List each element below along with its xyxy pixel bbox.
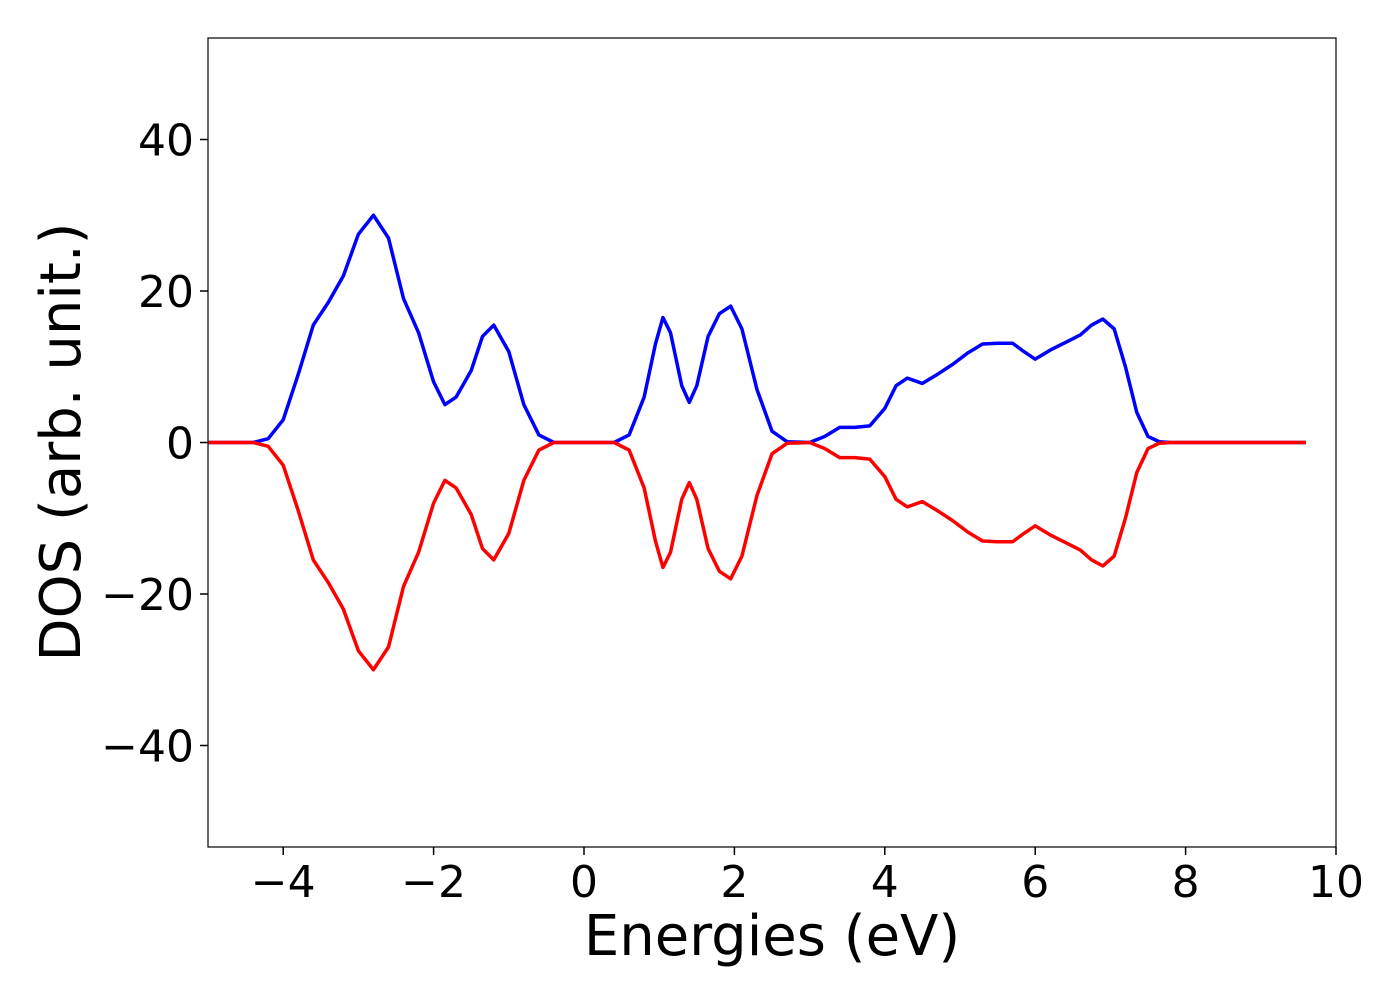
x-tick-label: −2 xyxy=(401,857,466,908)
y-tick-label: −40 xyxy=(101,721,194,772)
y-tick-label: 20 xyxy=(138,267,194,318)
x-tick-label: 2 xyxy=(720,857,748,908)
x-tick-label: 8 xyxy=(1172,857,1200,908)
x-tick-label: −4 xyxy=(251,857,316,908)
x-axis-label: Energies (eV) xyxy=(584,904,960,969)
x-tick-label: 10 xyxy=(1308,857,1364,908)
x-tick-label: 0 xyxy=(570,857,598,908)
dos-line xyxy=(208,213,1306,445)
y-tick-label: 40 xyxy=(138,116,194,167)
plot-frame xyxy=(207,37,1337,848)
y-axis-label: DOS (arb. unit.) xyxy=(29,222,94,661)
x-tick-label: 6 xyxy=(1021,857,1049,908)
x-tick-label: 4 xyxy=(871,857,899,908)
y-tick-label: 0 xyxy=(166,419,194,470)
dos-line xyxy=(208,440,1306,672)
y-tick-label: −20 xyxy=(101,570,194,621)
